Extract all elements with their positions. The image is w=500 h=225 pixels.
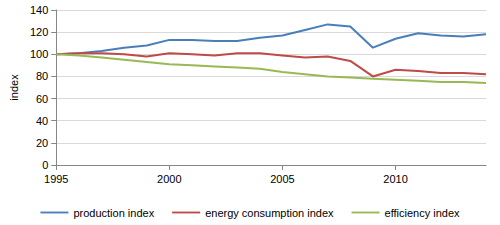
svg-text:0: 0 — [42, 159, 48, 171]
svg-text:index: index — [8, 74, 20, 101]
svg-text:80: 80 — [36, 70, 48, 82]
svg-text:20: 20 — [36, 137, 48, 149]
svg-text:energy consumption index: energy consumption index — [205, 207, 334, 219]
svg-text:2010: 2010 — [383, 173, 407, 185]
svg-text:1995: 1995 — [44, 173, 68, 185]
svg-text:production index: production index — [73, 207, 154, 219]
svg-text:100: 100 — [30, 48, 48, 60]
svg-text:140: 140 — [30, 4, 48, 16]
svg-text:60: 60 — [36, 93, 48, 105]
svg-text:120: 120 — [30, 26, 48, 38]
svg-text:2000: 2000 — [157, 173, 181, 185]
svg-text:40: 40 — [36, 115, 48, 127]
svg-text:efficiency index: efficiency index — [385, 207, 461, 219]
svg-text:2005: 2005 — [270, 173, 294, 185]
